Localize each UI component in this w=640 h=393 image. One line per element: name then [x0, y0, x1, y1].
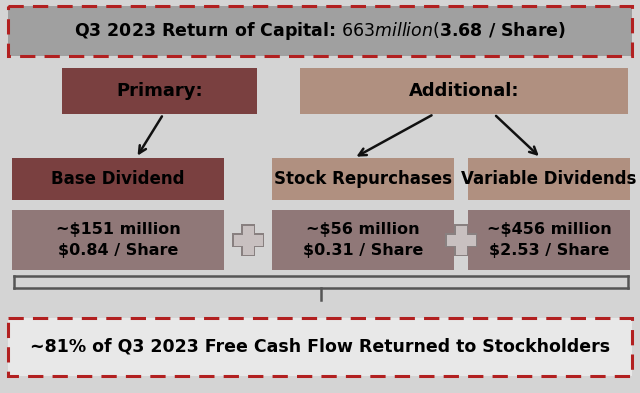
Bar: [234, 235, 262, 246]
Text: Base Dividend: Base Dividend: [51, 170, 185, 188]
Bar: [300, 68, 628, 114]
Bar: [468, 210, 630, 270]
Bar: [447, 235, 476, 246]
Bar: [8, 6, 632, 56]
Text: Q3 2023 Return of Capital: $663 million ($3.68 / Share): Q3 2023 Return of Capital: $663 million …: [74, 20, 566, 42]
Bar: [12, 210, 224, 270]
Bar: [8, 318, 632, 376]
Text: $2.53 / Share: $2.53 / Share: [489, 243, 609, 258]
Bar: [456, 235, 467, 246]
Text: Primary:: Primary:: [116, 82, 203, 100]
Bar: [243, 235, 253, 246]
Text: ~$151 million: ~$151 million: [56, 222, 180, 237]
Bar: [468, 158, 630, 200]
Bar: [8, 318, 632, 376]
Bar: [12, 158, 224, 200]
Bar: [62, 68, 257, 114]
Bar: [454, 224, 468, 256]
Text: $0.84 / Share: $0.84 / Share: [58, 243, 178, 258]
Text: Variable Dividends: Variable Dividends: [461, 170, 637, 188]
Text: $0.31 / Share: $0.31 / Share: [303, 243, 423, 258]
Bar: [272, 210, 454, 270]
Bar: [456, 226, 467, 255]
Bar: [8, 6, 632, 56]
Bar: [241, 224, 255, 256]
Bar: [445, 233, 477, 247]
Text: ~81% of Q3 2023 Free Cash Flow Returned to Stockholders: ~81% of Q3 2023 Free Cash Flow Returned …: [30, 338, 610, 356]
Bar: [272, 158, 454, 200]
Text: ~$456 million: ~$456 million: [486, 222, 611, 237]
Bar: [243, 226, 253, 255]
Text: ~$56 million: ~$56 million: [306, 222, 420, 237]
Text: Additional:: Additional:: [409, 82, 519, 100]
Text: Stock Repurchases: Stock Repurchases: [274, 170, 452, 188]
Bar: [232, 233, 264, 247]
